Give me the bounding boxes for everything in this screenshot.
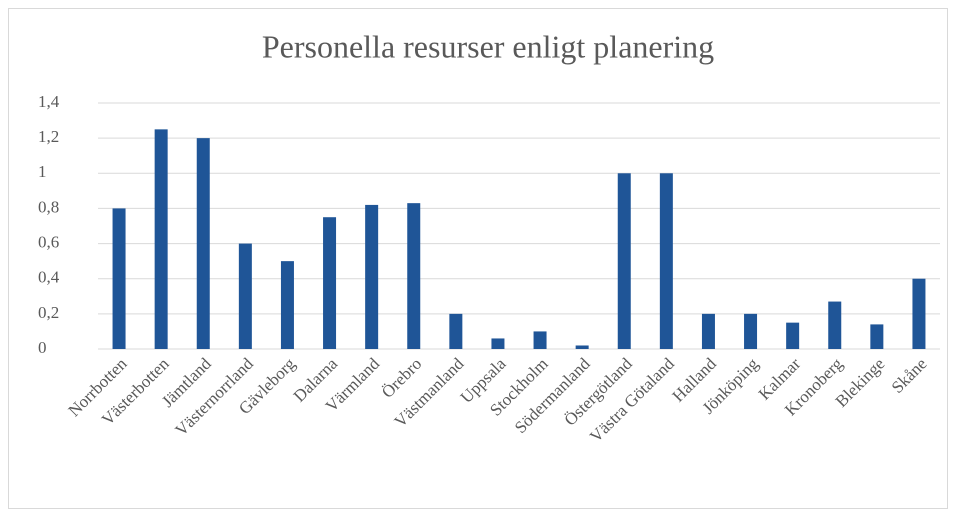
bar [744,313,758,349]
y-tick-label: 0,8 [38,197,59,216]
bar [617,173,631,349]
bar [365,204,379,349]
bar [828,301,842,349]
bar [449,313,463,349]
y-tick-label: 1,2 [38,127,59,146]
bar [323,217,337,349]
bar [533,331,547,349]
bar [575,345,589,349]
y-tick-label: 1 [38,162,47,181]
bar [701,313,715,349]
y-tick-label: 0 [38,338,47,357]
bar [912,278,926,349]
bar [659,173,673,349]
bar [280,261,294,349]
bar [112,208,126,349]
bar [491,338,505,349]
y-tick-label: 0,6 [38,232,59,251]
y-tick-label: 1,4 [38,92,60,111]
y-tick-label: 0,2 [38,303,59,322]
bar [786,322,800,349]
chart-title: Personella resurser enligt planering [262,28,714,64]
y-tick-label: 0,4 [38,268,60,287]
bar [196,138,210,349]
bar [870,324,884,349]
bar [238,243,252,349]
bar [407,203,421,349]
chart-border [8,8,948,509]
bar [154,129,168,349]
